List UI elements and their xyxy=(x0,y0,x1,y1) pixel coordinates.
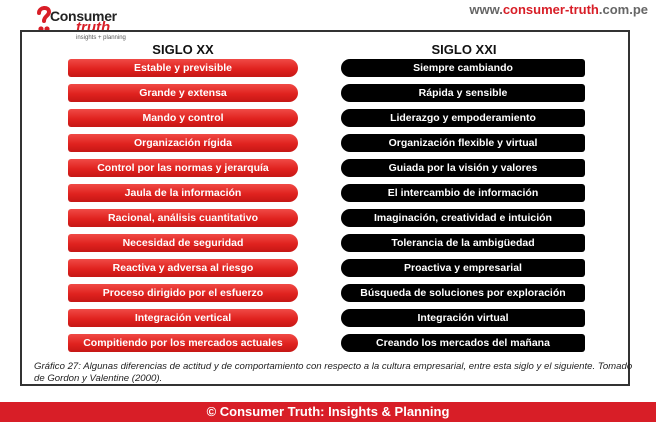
siglo-xxi-item: Creando los mercados del mañana xyxy=(341,334,585,352)
comparison-frame xyxy=(20,30,630,386)
siglo-xx-item: Control por las normas y jerarquía xyxy=(68,159,298,177)
consumer-truth-logo: Consumer truth insights + planning xyxy=(36,4,166,41)
siglo-xx-item: Necesidad de seguridad xyxy=(68,234,298,252)
copyright-footer: © Consumer Truth: Insights & Planning xyxy=(0,402,656,422)
logo-tagline: insights + planning xyxy=(76,35,126,41)
site-url-suffix: .com.pe xyxy=(598,2,648,17)
siglo-xxi-item: Guiada por la visión y valores xyxy=(341,159,585,177)
column-title-siglo-xxi: SIGLO XXI xyxy=(431,42,497,57)
siglo-xx-item: Estable y previsible xyxy=(68,59,298,77)
site-url: www.consumer-truth.com.pe xyxy=(469,2,648,17)
siglo-xx-item: Proceso dirigido por el esfuerzo xyxy=(68,284,298,302)
siglo-xxi-item: Búsqueda de soluciones por exploración xyxy=(341,284,585,302)
siglo-xxi-item: Tolerancia de la ambigüedad xyxy=(341,234,585,252)
siglo-xxi-item: Siempre cambiando xyxy=(341,59,585,77)
siglo-xx-item: Mando y control xyxy=(68,109,298,127)
site-url-brand: consumer-truth xyxy=(502,2,599,17)
siglo-xxi-item: Organización flexible y virtual xyxy=(341,134,585,152)
siglo-xxi-item: Rápida y sensible xyxy=(341,84,585,102)
column-title-siglo-xx: SIGLO XX xyxy=(152,42,214,57)
siglo-xx-item: Integración vertical xyxy=(68,309,298,327)
siglo-xx-item: Jaula de la información xyxy=(68,184,298,202)
siglo-xxi-item: Proactiva y empresarial xyxy=(341,259,585,277)
siglo-xx-item: Organización rígida xyxy=(68,134,298,152)
siglo-xxi-item: El intercambio de información xyxy=(341,184,585,202)
figure-caption: Gráfico 27: Algunas diferencias de actit… xyxy=(34,361,633,384)
siglo-xx-item: Compitiendo por los mercados actuales xyxy=(68,334,298,352)
siglo-xxi-item: Liderazgo y empoderamiento xyxy=(341,109,585,127)
logo-word-consumer: Consumer xyxy=(50,8,117,24)
siglo-xxi-item: Imaginación, creatividad e intuición xyxy=(341,209,585,227)
siglo-xx-item: Racional, análisis cuantitativo xyxy=(68,209,298,227)
site-url-prefix: www. xyxy=(469,2,503,17)
siglo-xx-item: Reactiva y adversa al riesgo xyxy=(68,259,298,277)
siglo-xxi-item: Integración virtual xyxy=(341,309,585,327)
siglo-xx-item: Grande y extensa xyxy=(68,84,298,102)
